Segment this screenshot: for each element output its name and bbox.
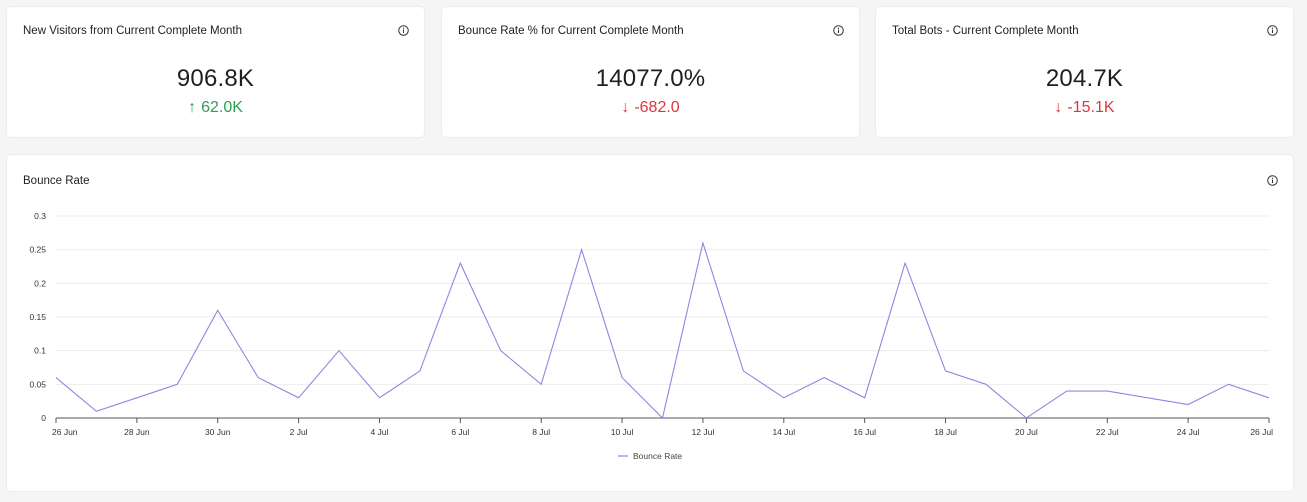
data-point[interactable] <box>660 416 665 421</box>
x-tick-label: 30 Jun <box>205 427 231 437</box>
y-tick-label: 0 <box>41 413 46 423</box>
info-icon[interactable] <box>1267 175 1278 186</box>
data-point[interactable] <box>822 375 827 380</box>
data-point[interactable] <box>983 382 988 387</box>
data-point[interactable] <box>256 375 261 380</box>
x-tick-label: 26 Jul <box>1250 427 1273 437</box>
kpi-value: 14077.0% <box>595 65 706 92</box>
arrow-up-icon: ↑ <box>188 99 197 116</box>
x-tick-labels: 26 Jun 28 Jun 30 Jun 2 Jul 4 Jul 6 Jul 8 Jul 10… <box>52 427 1273 437</box>
data-point[interactable] <box>417 368 422 373</box>
y-tick-labels: 0 0.05 0.1 0.15 0.2 0.25 0.3 <box>29 211 46 423</box>
data-point[interactable] <box>1186 402 1191 407</box>
y-tick-label: 0.2 <box>34 278 46 288</box>
arrow-down-icon: ↓ <box>1054 99 1063 116</box>
kpi-delta: ↑ 62.0K <box>7 99 424 117</box>
kpi-card-new-visitors: New Visitors from Current Complete Month… <box>7 7 424 137</box>
data-point[interactable] <box>943 368 948 373</box>
data-point[interactable] <box>215 308 220 313</box>
info-icon[interactable] <box>398 25 409 36</box>
x-tick-label: 26 Jun <box>52 427 78 437</box>
data-point[interactable] <box>781 395 786 400</box>
data-point[interactable] <box>175 382 180 387</box>
x-tick-label: 14 Jul <box>772 427 795 437</box>
data-point[interactable] <box>1064 389 1069 394</box>
chart-title: Bounce Rate <box>23 175 90 187</box>
data-point[interactable] <box>1226 382 1231 387</box>
kpi-title: New Visitors from Current Complete Month <box>23 25 242 37</box>
data-point[interactable] <box>377 395 382 400</box>
data-point[interactable] <box>54 375 59 380</box>
data-point[interactable] <box>458 261 463 266</box>
data-point[interactable] <box>1145 395 1150 400</box>
x-tick-label: 2 Jul <box>290 427 308 437</box>
data-point[interactable] <box>579 247 584 252</box>
data-point[interactable] <box>1105 389 1110 394</box>
kpi-card-total-bots: Total Bots - Current Complete Month 204.… <box>876 7 1293 137</box>
kpi-value: 906.8K <box>176 65 255 92</box>
x-tick-label: 6 Jul <box>451 427 469 437</box>
y-tick-label: 0.25 <box>29 245 46 255</box>
data-point[interactable] <box>539 382 544 387</box>
data-point[interactable] <box>1267 395 1272 400</box>
kpi-title: Bounce Rate % for Current Complete Month <box>458 25 684 37</box>
y-tick-label: 0.3 <box>34 211 46 221</box>
data-point[interactable] <box>94 409 99 414</box>
series-line-bounce-rate <box>55 240 1270 420</box>
kpi-card-bounce-rate: Bounce Rate % for Current Complete Month… <box>442 7 859 137</box>
info-icon[interactable] <box>1267 25 1278 36</box>
data-point[interactable] <box>296 395 301 400</box>
y-tick-label: 0.15 <box>29 312 46 322</box>
x-tick-label: 20 Jul <box>1015 427 1038 437</box>
x-tick-label: 4 Jul <box>370 427 388 437</box>
kpi-delta: ↓ -15.1K <box>876 99 1293 117</box>
kpi-title: Total Bots - Current Complete Month <box>892 25 1079 37</box>
kpi-delta-value: -15.1K <box>1067 99 1115 116</box>
kpi-delta-value: -682.0 <box>634 99 680 116</box>
grid <box>56 215 1269 385</box>
kpi-delta-value: 62.0K <box>201 99 243 116</box>
data-point[interactable] <box>134 395 139 400</box>
kpi-delta: ↓ -682.0 <box>442 99 859 117</box>
x-tick-label: 24 Jul <box>1177 427 1200 437</box>
data-point[interactable] <box>620 375 625 380</box>
bounce-rate-line-chart: 0 0.05 0.1 0.15 0.2 0.25 0.3 26 Jun 28 Jun 30 Ju… <box>29 211 1273 461</box>
arrow-down-icon: ↓ <box>621 99 630 116</box>
y-tick-label: 0.05 <box>29 379 46 389</box>
legend[interactable]: Bounce Rate <box>618 451 682 461</box>
x-tick-label: 8 Jul <box>532 427 550 437</box>
bounce-rate-chart-card: Bounce Rate 0 0.05 0.1 0.15 0.2 0.25 0.3 26 Ju… <box>7 155 1293 491</box>
legend-label-bounce-rate[interactable]: Bounce Rate <box>633 451 682 461</box>
kpi-value: 204.7K <box>1045 65 1124 92</box>
data-point[interactable] <box>700 240 705 245</box>
series <box>54 240 1272 421</box>
data-point[interactable] <box>741 368 746 373</box>
data-point[interactable] <box>862 395 867 400</box>
x-tick-label: 10 Jul <box>611 427 634 437</box>
x-tick-label: 16 Jul <box>853 427 876 437</box>
x-tick-label: 22 Jul <box>1096 427 1119 437</box>
data-point[interactable] <box>337 348 342 353</box>
y-tick-label: 0.1 <box>34 346 46 356</box>
data-point[interactable] <box>498 348 503 353</box>
info-icon[interactable] <box>833 25 844 36</box>
x-tick-label: 28 Jun <box>124 427 150 437</box>
x-tick-label: 12 Jul <box>692 427 715 437</box>
data-point[interactable] <box>903 261 908 266</box>
data-point[interactable] <box>1024 416 1029 421</box>
x-tick-label: 18 Jul <box>934 427 957 437</box>
